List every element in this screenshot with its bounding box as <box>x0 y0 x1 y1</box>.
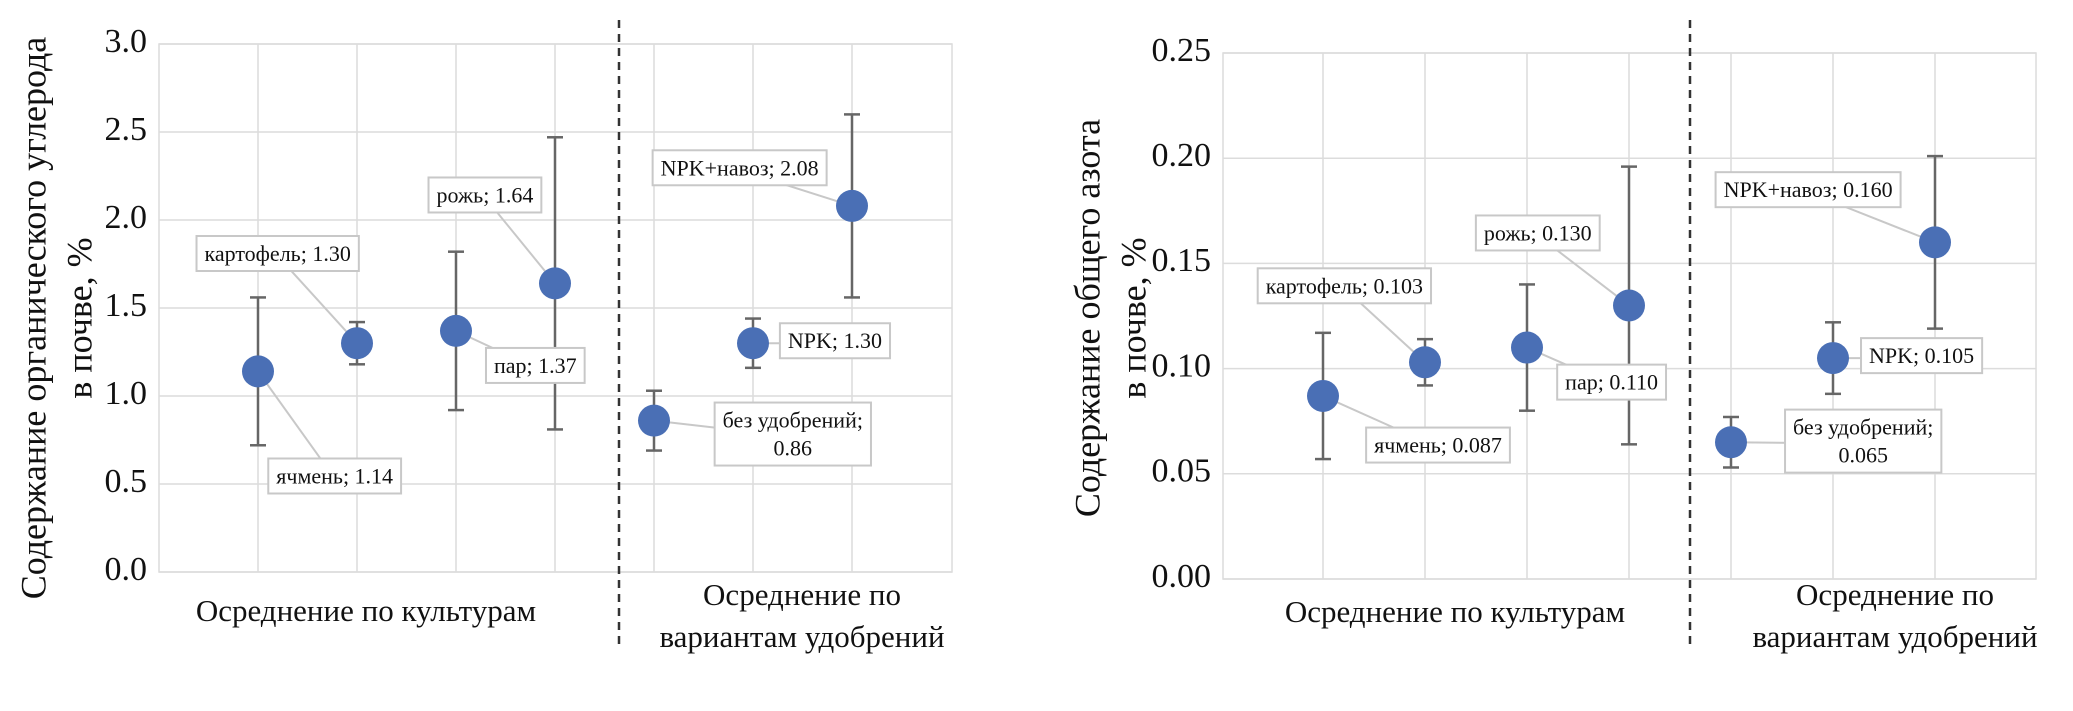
data-point <box>1817 342 1849 375</box>
annotation-box <box>651 149 828 187</box>
annotation: пар; 0.110 <box>1565 370 1658 395</box>
group-label: Осреднение по культурам <box>1285 594 1625 629</box>
y-tick-label: 2.5 <box>105 111 148 148</box>
y-tick-label: 2.0 <box>105 199 148 236</box>
annotation-box <box>1714 171 1902 209</box>
annotation: рожь; 0.130 <box>1484 220 1592 245</box>
y-axis-label: в почве, % <box>59 237 99 398</box>
y-tick-label: 0.25 <box>1152 32 1212 69</box>
data-point <box>539 267 571 300</box>
annotation-box <box>1556 363 1668 401</box>
annotation-box <box>484 346 586 384</box>
annotation: пар; 1.37 <box>494 353 577 378</box>
annotation: NPK; 1.30 <box>788 328 882 353</box>
data-point <box>1511 331 1543 364</box>
y-tick-label: 0.20 <box>1152 137 1212 174</box>
annotation: NPK; 0.105 <box>1869 343 1974 368</box>
data-point <box>638 404 670 437</box>
annotation-box <box>1256 267 1433 305</box>
annotation-box <box>1365 426 1511 464</box>
chart: 0.0 0.5 1.0 1.5 2.0 2.5 3.0 Содержание органиче… <box>13 20 953 654</box>
annotation-box <box>713 401 872 467</box>
y-axis-label: Содержание органического углерода <box>13 37 53 600</box>
y-tick-label: 0.10 <box>1152 347 1212 384</box>
plot-frame <box>1222 52 2037 580</box>
annotation: NPK+навоз; 2.08 <box>661 155 819 180</box>
y-tick-label: 0.00 <box>1152 558 1212 595</box>
group-label: Осреднение по вариантам удобрений <box>1752 577 2037 654</box>
annotation: ячмень; 1.14 <box>276 463 393 488</box>
data-point <box>1715 426 1747 459</box>
annotation-box <box>778 322 892 360</box>
data-point <box>242 355 274 388</box>
data-point <box>1409 346 1441 379</box>
y-axis-label: Содержание общего азота <box>1067 119 1107 517</box>
y-tick-label: 0.05 <box>1152 453 1212 490</box>
y-tick-label: 3.0 <box>105 23 148 60</box>
annotation: картофель; 0.103 <box>1266 273 1423 298</box>
y-tick-label: 0.5 <box>105 463 148 500</box>
group-label: Осреднение по культурам <box>196 593 536 628</box>
annotation-box <box>1474 214 1601 252</box>
group-label: Осреднение по вариантам удобрений <box>659 577 944 654</box>
annotation: NPK+навоз; 0.160 <box>1724 177 1893 202</box>
annotation-box <box>267 457 403 495</box>
annotation-box <box>427 176 543 214</box>
annotation: рожь; 1.64 <box>437 182 534 207</box>
y-tick-label: 1.0 <box>105 375 148 412</box>
annotation-box <box>1860 337 1984 375</box>
chart: 0.00 0.05 0.10 0.15 0.20 0.25 Содержание общег… <box>1067 20 2038 654</box>
data-point <box>1919 226 1951 259</box>
annotation-box <box>195 234 360 272</box>
data-point <box>440 314 472 347</box>
annotation: без удобрений; 0.065 <box>1793 415 1933 468</box>
annotation: ячмень; 0.087 <box>1374 433 1502 458</box>
y-tick-label: 0.0 <box>105 551 148 588</box>
data-point <box>1307 379 1339 412</box>
annotation: без удобрений; 0.86 <box>723 408 863 461</box>
data-point <box>341 327 373 360</box>
data-point <box>737 327 769 360</box>
y-axis-label: в почве, % <box>1113 237 1153 398</box>
annotation-box <box>1784 408 1943 474</box>
data-point <box>836 189 868 222</box>
annotation: картофель; 1.30 <box>205 241 351 266</box>
y-tick-label: 1.5 <box>105 287 148 324</box>
y-tick-label: 0.15 <box>1152 242 1212 279</box>
data-point <box>1613 289 1645 322</box>
plot-frame <box>158 43 953 573</box>
